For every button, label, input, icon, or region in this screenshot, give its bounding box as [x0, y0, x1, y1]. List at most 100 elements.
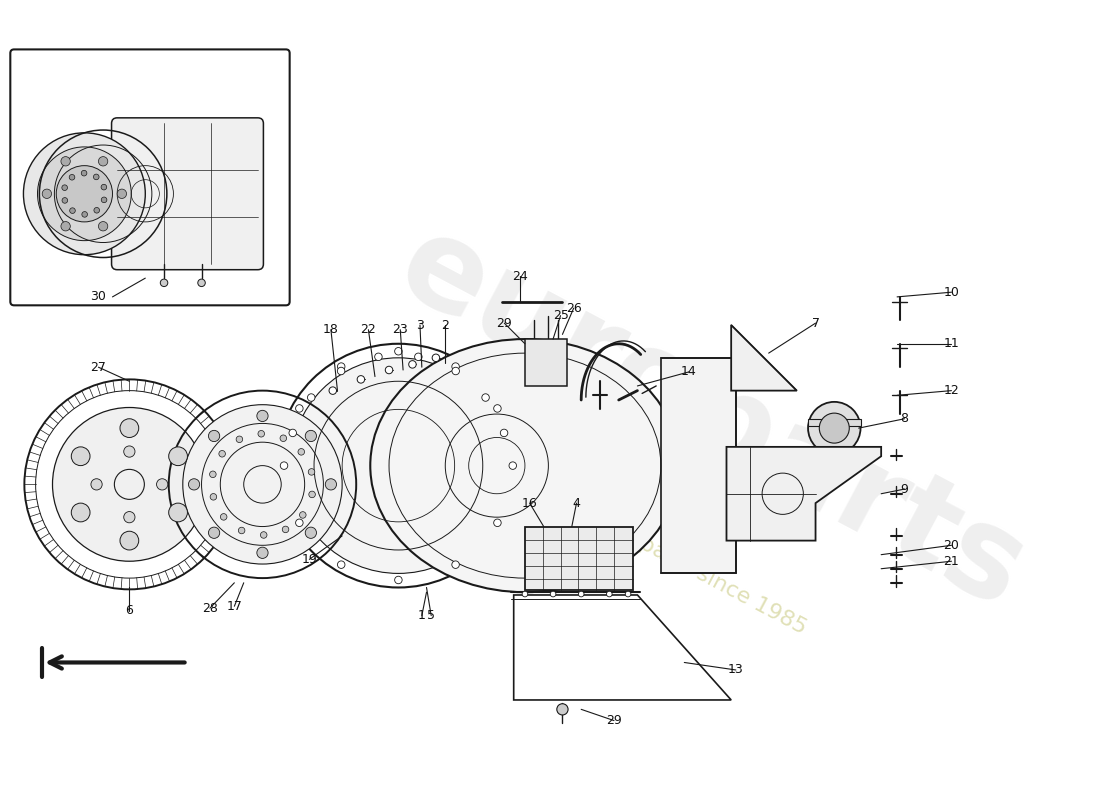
Text: 16: 16 — [521, 497, 538, 510]
Circle shape — [338, 363, 345, 370]
Text: 4: 4 — [573, 497, 581, 510]
Circle shape — [808, 402, 860, 454]
Circle shape — [168, 447, 187, 466]
Circle shape — [452, 363, 460, 370]
Circle shape — [385, 366, 393, 374]
Circle shape — [395, 347, 403, 355]
Circle shape — [209, 527, 220, 538]
Circle shape — [69, 208, 75, 214]
Circle shape — [210, 471, 216, 478]
Circle shape — [415, 353, 422, 361]
Text: 27: 27 — [90, 361, 107, 374]
Text: 23: 23 — [393, 323, 408, 336]
Circle shape — [482, 394, 490, 402]
Circle shape — [261, 532, 267, 538]
Circle shape — [209, 430, 220, 442]
Circle shape — [579, 591, 584, 597]
Text: 12: 12 — [944, 384, 959, 397]
Circle shape — [452, 561, 460, 569]
Text: 5: 5 — [427, 609, 436, 622]
Text: 29: 29 — [496, 317, 513, 330]
Text: 19: 19 — [301, 553, 317, 566]
Circle shape — [60, 157, 70, 166]
Circle shape — [409, 361, 416, 368]
Circle shape — [256, 410, 268, 422]
Text: 29: 29 — [606, 714, 621, 727]
Text: 2: 2 — [441, 318, 449, 331]
Circle shape — [183, 405, 342, 564]
Circle shape — [494, 519, 502, 526]
Circle shape — [358, 376, 364, 383]
Text: 9: 9 — [901, 482, 909, 495]
Circle shape — [296, 405, 304, 412]
Circle shape — [296, 519, 304, 526]
Circle shape — [220, 514, 227, 520]
Circle shape — [53, 407, 206, 562]
Text: 3: 3 — [416, 318, 424, 331]
Circle shape — [256, 547, 268, 558]
Circle shape — [625, 591, 631, 597]
Text: 1: 1 — [418, 609, 426, 622]
Circle shape — [432, 354, 440, 362]
Text: 10: 10 — [944, 286, 959, 298]
Text: 20: 20 — [944, 538, 959, 552]
Circle shape — [123, 446, 135, 457]
Text: 18: 18 — [323, 323, 339, 336]
Text: 17: 17 — [227, 600, 242, 613]
Bar — [808, 418, 860, 426]
Circle shape — [161, 279, 168, 286]
Circle shape — [299, 512, 306, 518]
Circle shape — [91, 478, 102, 490]
Circle shape — [820, 413, 849, 443]
Circle shape — [219, 450, 225, 457]
Circle shape — [98, 222, 108, 231]
Text: 7: 7 — [812, 317, 820, 330]
Circle shape — [494, 405, 502, 412]
Text: 24: 24 — [513, 270, 528, 282]
Circle shape — [280, 462, 288, 470]
Text: 22: 22 — [361, 323, 376, 336]
FancyBboxPatch shape — [111, 118, 263, 270]
Bar — [661, 358, 736, 574]
Circle shape — [329, 387, 337, 394]
Text: a passion for parts since 1985: a passion for parts since 1985 — [503, 462, 810, 638]
Text: 11: 11 — [944, 338, 959, 350]
Text: 26: 26 — [565, 302, 582, 314]
Circle shape — [94, 174, 99, 180]
Circle shape — [62, 185, 67, 190]
Circle shape — [101, 197, 107, 202]
Circle shape — [56, 166, 112, 222]
Circle shape — [452, 367, 460, 374]
Circle shape — [94, 207, 99, 213]
Circle shape — [60, 222, 70, 231]
Text: 13: 13 — [728, 663, 744, 677]
Bar — [525, 339, 568, 386]
Circle shape — [69, 174, 75, 180]
Circle shape — [188, 478, 200, 490]
Circle shape — [81, 170, 87, 176]
Circle shape — [522, 591, 528, 597]
Circle shape — [120, 531, 139, 550]
Circle shape — [338, 561, 345, 569]
Text: 6: 6 — [125, 605, 133, 618]
Circle shape — [338, 367, 344, 374]
Circle shape — [326, 478, 337, 490]
Circle shape — [305, 527, 317, 538]
Circle shape — [500, 429, 508, 437]
Circle shape — [280, 435, 287, 442]
Text: 14: 14 — [681, 366, 697, 378]
Circle shape — [72, 503, 90, 522]
Circle shape — [308, 469, 315, 475]
Text: 21: 21 — [944, 554, 959, 568]
Circle shape — [289, 429, 297, 437]
Circle shape — [395, 576, 403, 584]
Bar — [525, 526, 632, 590]
Text: 25: 25 — [552, 309, 569, 322]
Circle shape — [210, 494, 217, 500]
Circle shape — [557, 704, 568, 715]
Circle shape — [101, 184, 107, 190]
Circle shape — [509, 462, 517, 470]
Circle shape — [81, 211, 88, 218]
Text: 30: 30 — [90, 290, 107, 303]
Polygon shape — [726, 447, 881, 541]
